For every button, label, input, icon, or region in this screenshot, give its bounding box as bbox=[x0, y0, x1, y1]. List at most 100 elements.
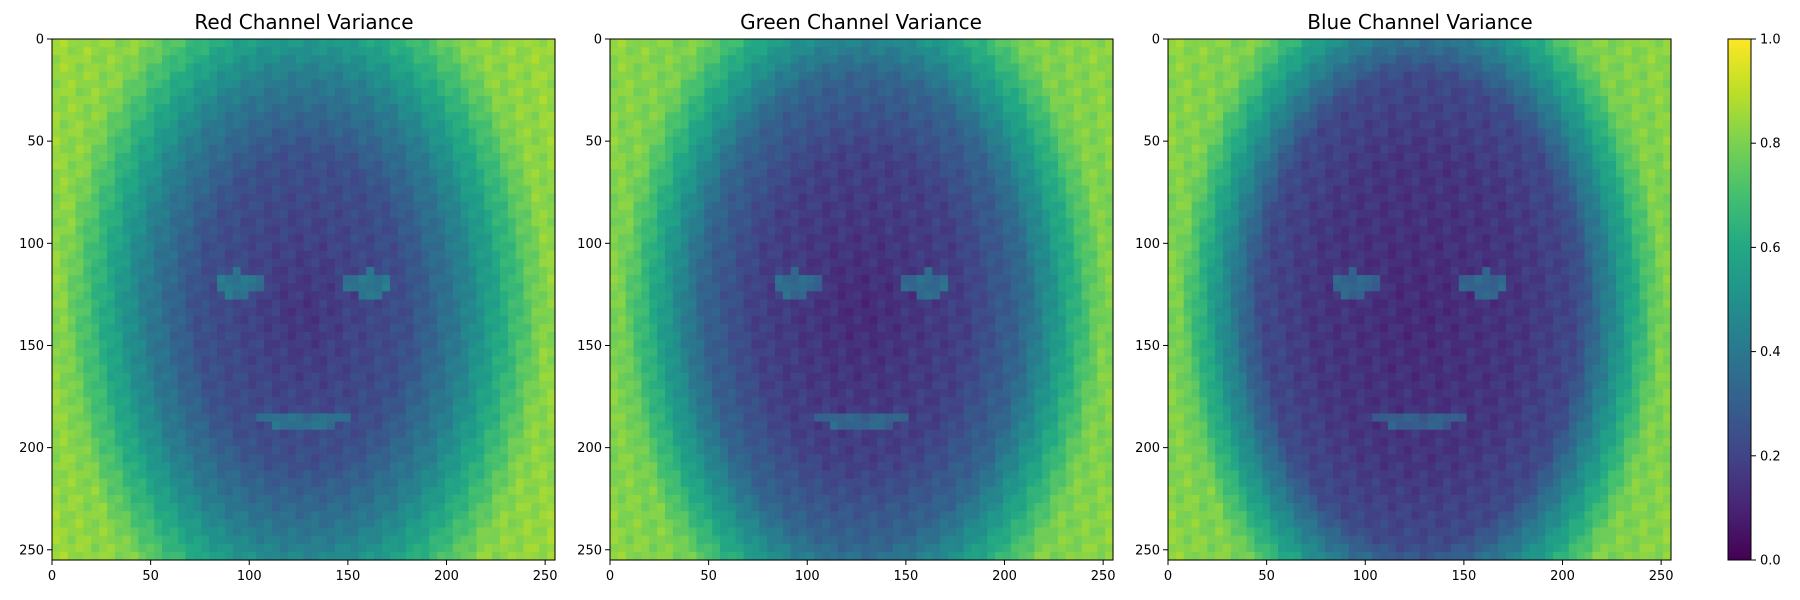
heatmap-cell bbox=[272, 429, 281, 439]
heatmap-cell bbox=[499, 161, 509, 170]
heatmap-cell bbox=[193, 209, 202, 219]
heatmap-cell bbox=[382, 275, 391, 284]
heatmap-cell bbox=[130, 494, 140, 504]
heatmap-cell bbox=[507, 380, 517, 390]
heatmap-cell bbox=[374, 332, 383, 341]
heatmap-cell bbox=[492, 397, 501, 406]
heatmap-cell bbox=[201, 95, 210, 105]
heatmap-cell bbox=[610, 95, 619, 105]
heatmap-cell bbox=[138, 144, 147, 154]
heatmap-cell bbox=[1057, 104, 1067, 113]
heatmap-cell bbox=[924, 55, 933, 65]
heatmap-cell bbox=[319, 478, 328, 488]
heatmap-cell bbox=[177, 323, 187, 333]
heatmap-cell bbox=[75, 494, 85, 504]
heatmap-cell bbox=[413, 543, 422, 553]
heatmap-cell bbox=[743, 39, 753, 48]
heatmap-cell bbox=[146, 429, 155, 439]
heatmap-cell bbox=[303, 527, 312, 537]
heatmap-cell bbox=[460, 71, 470, 81]
heatmap-cell bbox=[107, 39, 116, 48]
heatmap-cell bbox=[382, 551, 391, 561]
heatmap-cell bbox=[138, 177, 147, 187]
heatmap-cell bbox=[177, 511, 187, 520]
heatmap-cell bbox=[759, 144, 768, 154]
heatmap-cell bbox=[114, 128, 124, 138]
heatmap-cell bbox=[743, 128, 753, 138]
heatmap-cell bbox=[468, 234, 478, 244]
heatmap-cell bbox=[130, 470, 140, 480]
heatmap-cell bbox=[279, 87, 289, 97]
heatmap-cell bbox=[209, 389, 218, 398]
heatmap-cell bbox=[515, 535, 525, 545]
heatmap-cell bbox=[845, 144, 855, 154]
heatmap-cell bbox=[287, 136, 297, 146]
heatmap-cell bbox=[232, 348, 242, 358]
heatmap-cell bbox=[814, 136, 823, 146]
heatmap-cell bbox=[327, 112, 336, 122]
heatmap-cell bbox=[154, 161, 163, 170]
heatmap-cell bbox=[971, 47, 980, 56]
heatmap-cell bbox=[295, 462, 305, 472]
heatmap-cell bbox=[885, 71, 894, 81]
heatmap-cell bbox=[287, 87, 297, 97]
heatmap-cell bbox=[468, 307, 478, 317]
heatmap-cell bbox=[193, 144, 202, 154]
heatmap-cell bbox=[67, 291, 77, 301]
heatmap-cell bbox=[201, 421, 210, 431]
heatmap-cell bbox=[342, 201, 352, 211]
heatmap-cell bbox=[499, 71, 509, 81]
heatmap-cell bbox=[67, 152, 77, 162]
heatmap-cell bbox=[91, 47, 100, 56]
heatmap-cell bbox=[429, 332, 438, 341]
heatmap-cell bbox=[413, 519, 422, 529]
heatmap-cell bbox=[515, 87, 525, 97]
heatmap-cell bbox=[547, 307, 556, 317]
heatmap-cell bbox=[421, 462, 430, 472]
heatmap-cell bbox=[484, 250, 493, 260]
heatmap-cell bbox=[633, 87, 643, 97]
heatmap-cell bbox=[287, 315, 297, 325]
heatmap-cell bbox=[279, 185, 289, 195]
heatmap-cell bbox=[437, 120, 446, 130]
heatmap-cell bbox=[138, 266, 147, 276]
heatmap-cell bbox=[75, 348, 85, 358]
heatmap-cell bbox=[492, 389, 501, 398]
heatmap-cell bbox=[413, 389, 422, 398]
heatmap-cell bbox=[130, 95, 140, 105]
heatmap-cell bbox=[735, 63, 745, 73]
heatmap-cell bbox=[52, 356, 61, 366]
heatmap-cell bbox=[712, 87, 721, 97]
heatmap-cell bbox=[224, 71, 234, 81]
heatmap-cell bbox=[319, 95, 328, 105]
heatmap-cell bbox=[1065, 136, 1075, 146]
heatmap-cell bbox=[499, 503, 509, 512]
heatmap-cell bbox=[162, 462, 171, 472]
heatmap-cell bbox=[382, 323, 391, 333]
heatmap-cell bbox=[342, 55, 352, 65]
heatmap-cell bbox=[75, 519, 85, 529]
heatmap-cell bbox=[492, 478, 501, 488]
heatmap-cell bbox=[523, 226, 533, 235]
heatmap-cell bbox=[539, 372, 548, 382]
heatmap-cell bbox=[845, 95, 855, 105]
heatmap-cell bbox=[193, 437, 202, 447]
heatmap-cell bbox=[452, 511, 462, 520]
heatmap-cell bbox=[499, 95, 509, 105]
heatmap-cell bbox=[154, 494, 163, 504]
heatmap-cell bbox=[279, 462, 289, 472]
heatmap-cell bbox=[91, 112, 100, 122]
heatmap-cell bbox=[358, 177, 367, 187]
heatmap-cell bbox=[633, 120, 643, 130]
heatmap-cell bbox=[303, 152, 312, 162]
heatmap-cell bbox=[987, 95, 996, 105]
heatmap-cell bbox=[146, 389, 155, 398]
heatmap-cell bbox=[185, 39, 195, 48]
heatmap-cell bbox=[499, 307, 509, 317]
heatmap-cell bbox=[256, 95, 265, 105]
heatmap-cell bbox=[1026, 55, 1036, 65]
heatmap-cell bbox=[279, 389, 289, 398]
heatmap-cell bbox=[177, 535, 187, 545]
heatmap-cell bbox=[382, 250, 391, 260]
heatmap-cell bbox=[138, 380, 147, 390]
